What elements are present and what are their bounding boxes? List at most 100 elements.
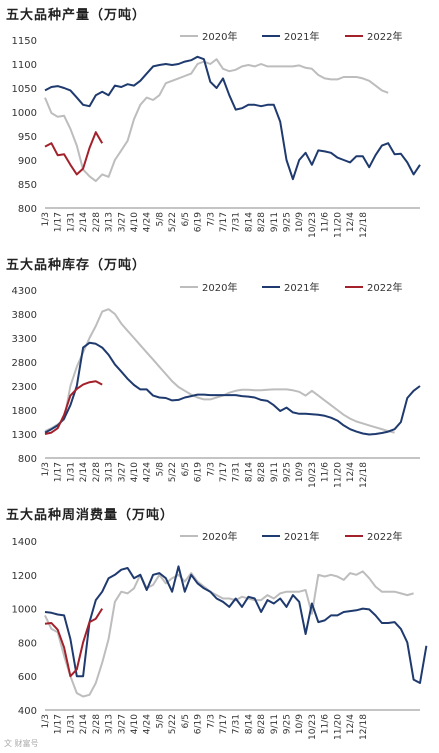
x-tick-label-1-19: 9/25 <box>283 462 293 482</box>
chart-title-consumption: 五大品种周消费量（万吨） <box>6 508 175 523</box>
y-tick-label-2-4: 1200 <box>12 571 37 582</box>
x-tick-label-2-21: 10/23 <box>308 714 318 740</box>
x-tick-label-0-2: 1/31 <box>66 212 76 232</box>
y-tick-label-0-6: 1100 <box>12 60 37 71</box>
x-tick-label-1-23: 11/20 <box>333 462 343 488</box>
y-tick-label-2-5: 1400 <box>12 537 37 548</box>
x-tick-label-0-21: 10/23 <box>308 212 318 238</box>
x-tick-label-2-25: 12/18 <box>359 714 369 740</box>
x-tick-label-1-9: 5/8 <box>155 462 165 477</box>
y-tick-label-0-4: 1000 <box>12 108 37 119</box>
y-tick-label-2-2: 800 <box>18 638 37 649</box>
x-tick-label-1-16: 8/14 <box>244 462 254 482</box>
x-tick-label-0-0: 1/3 <box>41 212 51 226</box>
x-tick-label-0-10: 5/22 <box>168 212 178 232</box>
x-tick-label-2-2: 1/31 <box>66 714 76 734</box>
x-tick-label-0-12: 6/19 <box>194 212 204 232</box>
x-tick-label-2-5: 3/13 <box>105 714 115 734</box>
x-tick-label-0-13: 7/3 <box>206 212 216 226</box>
x-tick-label-0-11: 6/5 <box>181 212 191 226</box>
y-tick-label-1-1: 1300 <box>12 430 37 441</box>
x-tick-label-0-17: 8/28 <box>257 212 267 232</box>
legend-label-2-0: 2020年 <box>202 530 237 543</box>
series-line-2-0 <box>44 570 414 698</box>
x-tick-label-0-23: 11/20 <box>333 212 343 238</box>
y-tick-label-1-6: 3800 <box>12 310 37 321</box>
y-tick-label-0-3: 950 <box>18 132 37 143</box>
x-tick-label-0-22: 11/6 <box>321 212 331 232</box>
x-tick-label-0-5: 3/13 <box>105 212 115 232</box>
x-tick-label-1-17: 8/28 <box>257 462 267 482</box>
series-line-2-1 <box>44 565 428 684</box>
legend-label-2-1: 2021年 <box>284 530 319 543</box>
x-tick-label-1-18: 9/11 <box>270 462 280 482</box>
x-tick-label-2-20: 10/9 <box>295 714 305 734</box>
x-tick-label-2-19: 9/25 <box>283 714 293 734</box>
x-tick-label-2-13: 7/3 <box>206 714 216 728</box>
y-tick-label-2-1: 600 <box>18 672 37 683</box>
x-tick-label-2-7: 4/10 <box>130 714 140 734</box>
series-line-0-2 <box>44 131 104 176</box>
x-tick-label-2-17: 8/28 <box>257 714 267 734</box>
x-tick-label-1-21: 10/23 <box>308 462 318 488</box>
series-line-1-1 <box>44 341 421 436</box>
series-line-0-1 <box>44 55 421 181</box>
x-tick-label-1-4: 2/28 <box>92 462 102 482</box>
x-tick-label-0-18: 9/11 <box>270 212 280 232</box>
x-tick-label-2-6: 3/27 <box>117 714 127 734</box>
x-tick-label-0-3: 2/14 <box>79 212 89 232</box>
x-tick-label-0-15: 7/31 <box>232 212 242 232</box>
x-tick-label-1-5: 3/13 <box>105 462 115 482</box>
x-tick-label-0-19: 9/25 <box>283 212 293 232</box>
legend-label-2-2: 2022年 <box>367 530 402 543</box>
series-line-0-0 <box>44 58 389 183</box>
x-tick-label-1-3: 2/14 <box>79 462 89 482</box>
y-tick-label-1-7: 4300 <box>12 286 37 297</box>
x-tick-label-2-11: 6/5 <box>181 714 191 728</box>
y-tick-label-2-3: 1000 <box>12 605 37 616</box>
y-tick-label-1-4: 2800 <box>12 358 37 369</box>
x-tick-label-1-10: 5/22 <box>168 462 178 482</box>
x-tick-label-2-10: 5/22 <box>168 714 178 734</box>
x-tick-label-0-14: 7/17 <box>219 212 229 232</box>
x-tick-label-0-7: 4/10 <box>130 212 140 232</box>
y-tick-label-0-1: 850 <box>18 180 37 191</box>
x-tick-label-1-12: 6/19 <box>194 462 204 482</box>
x-tick-label-0-8: 4/24 <box>143 212 153 232</box>
x-tick-label-1-8: 4/24 <box>143 462 153 482</box>
y-tick-label-0-7: 1150 <box>12 36 37 47</box>
x-tick-label-1-22: 11/6 <box>321 462 331 482</box>
x-tick-label-2-3: 2/14 <box>79 714 89 734</box>
y-tick-label-1-0: 800 <box>18 454 37 465</box>
y-tick-label-0-5: 1050 <box>12 84 37 95</box>
x-tick-label-0-1: 1/17 <box>54 212 64 232</box>
x-tick-label-1-15: 7/31 <box>232 462 242 482</box>
x-tick-label-1-14: 7/17 <box>219 462 229 482</box>
legend-label-1-2: 2022年 <box>367 281 402 294</box>
x-tick-label-0-6: 3/27 <box>117 212 127 232</box>
x-tick-label-1-2: 1/31 <box>66 462 76 482</box>
x-tick-label-2-14: 7/17 <box>219 714 229 734</box>
x-tick-label-1-0: 1/3 <box>41 462 51 476</box>
x-tick-label-2-23: 11/20 <box>333 714 343 740</box>
legend-label-0-1: 2021年 <box>284 30 319 43</box>
series-line-1-0 <box>44 308 395 434</box>
x-tick-label-1-6: 3/27 <box>117 462 127 482</box>
x-tick-label-0-4: 2/28 <box>92 212 102 232</box>
y-tick-label-0-0: 800 <box>18 204 37 215</box>
x-tick-label-2-9: 5/8 <box>155 714 165 729</box>
legend-label-0-2: 2022年 <box>367 30 402 43</box>
y-tick-label-2-0: 400 <box>18 706 37 717</box>
x-tick-label-1-1: 1/17 <box>54 462 64 482</box>
x-tick-label-1-11: 6/5 <box>181 462 191 476</box>
x-tick-label-2-22: 11/6 <box>321 714 331 734</box>
x-tick-label-0-9: 5/8 <box>155 212 165 227</box>
x-tick-label-2-16: 8/14 <box>244 714 254 734</box>
series-line-1-2 <box>44 380 103 435</box>
x-tick-label-2-4: 2/28 <box>92 714 102 734</box>
x-tick-label-0-16: 8/14 <box>244 212 254 232</box>
y-tick-label-0-2: 900 <box>18 156 37 167</box>
x-tick-label-0-25: 12/18 <box>359 212 369 238</box>
y-tick-label-1-2: 1800 <box>12 406 37 417</box>
